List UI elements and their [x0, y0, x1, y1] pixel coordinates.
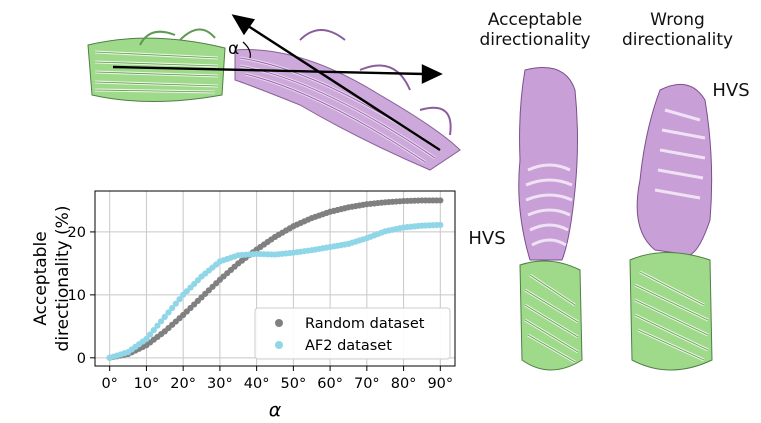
data-point — [437, 197, 444, 204]
legend-marker-random — [275, 319, 283, 327]
x-tick-label: 0° — [101, 376, 117, 392]
x-tick-label: 10° — [134, 376, 160, 392]
tilted-arrowhead — [231, 14, 256, 36]
passenger-domain-tilted — [234, 29, 461, 171]
alpha-symbol-label: α — [228, 39, 239, 59]
legend-marker-af2 — [275, 341, 283, 349]
acceptable-directionality-title: Acceptable directionality — [479, 10, 591, 50]
axis-arrows — [112, 14, 443, 152]
x-tick-label: 90° — [427, 376, 453, 392]
data-point — [437, 221, 444, 229]
x-axis-label: α — [269, 399, 282, 421]
data-point — [161, 313, 168, 320]
wrong-directionality-title: Wrong directionality — [621, 10, 734, 50]
x-tick-label: 40° — [244, 376, 270, 392]
data-point — [154, 322, 161, 329]
y-axis-label: Acceptable directionality (%) — [31, 206, 73, 352]
data-point — [172, 300, 179, 307]
x-tick-label: 80° — [391, 376, 417, 392]
hvs-label-left: HVS — [468, 228, 506, 249]
y-tick-label: 0 — [77, 351, 86, 367]
legend-box — [254, 307, 451, 360]
beta-barrel-horizontal — [87, 28, 226, 102]
x-tick-label: 50° — [281, 376, 307, 392]
vertical-protein-structures — [518, 67, 713, 371]
series-random — [106, 197, 444, 361]
horizontal-arrowhead — [421, 64, 443, 84]
x-tick-label: 30° — [207, 376, 233, 392]
wrong-structure — [629, 83, 713, 371]
data-point — [158, 318, 165, 325]
x-tick-labels: 0° 10° 20° 30° 40° 50° 60° 70° 80° 90° — [101, 376, 453, 392]
x-tick-label: 60° — [317, 376, 343, 392]
directionality-chart: 0° 10° 20° 30° 40° 50° 60° 70° 80° 90° 0 10 20 α Ac… — [31, 190, 456, 421]
data-point — [169, 304, 176, 312]
legend: Random dataset AF2 dataset — [254, 307, 451, 360]
x-tick-label: 70° — [354, 376, 380, 392]
y-tick-label: 10 — [68, 288, 86, 304]
hvs-label-right: HVS — [712, 80, 750, 101]
top-protein-illustration: α — [87, 14, 461, 171]
data-point — [143, 335, 150, 343]
y-tick-label: 20 — [68, 225, 86, 241]
y-tick-labels: 0 10 20 — [68, 225, 86, 367]
data-point — [176, 296, 183, 303]
series-af2 — [106, 221, 444, 361]
data-point — [147, 331, 154, 338]
x-tick-label: 20° — [170, 376, 196, 392]
legend-label-random: Random dataset — [305, 316, 425, 332]
chart-series-layer — [106, 197, 444, 361]
acceptable-structure — [518, 67, 583, 371]
data-point — [165, 309, 172, 316]
angle-arc — [242, 41, 251, 59]
plot-frame — [94, 190, 456, 367]
data-point — [150, 327, 157, 334]
legend-label-af2: AF2 dataset — [305, 338, 392, 354]
